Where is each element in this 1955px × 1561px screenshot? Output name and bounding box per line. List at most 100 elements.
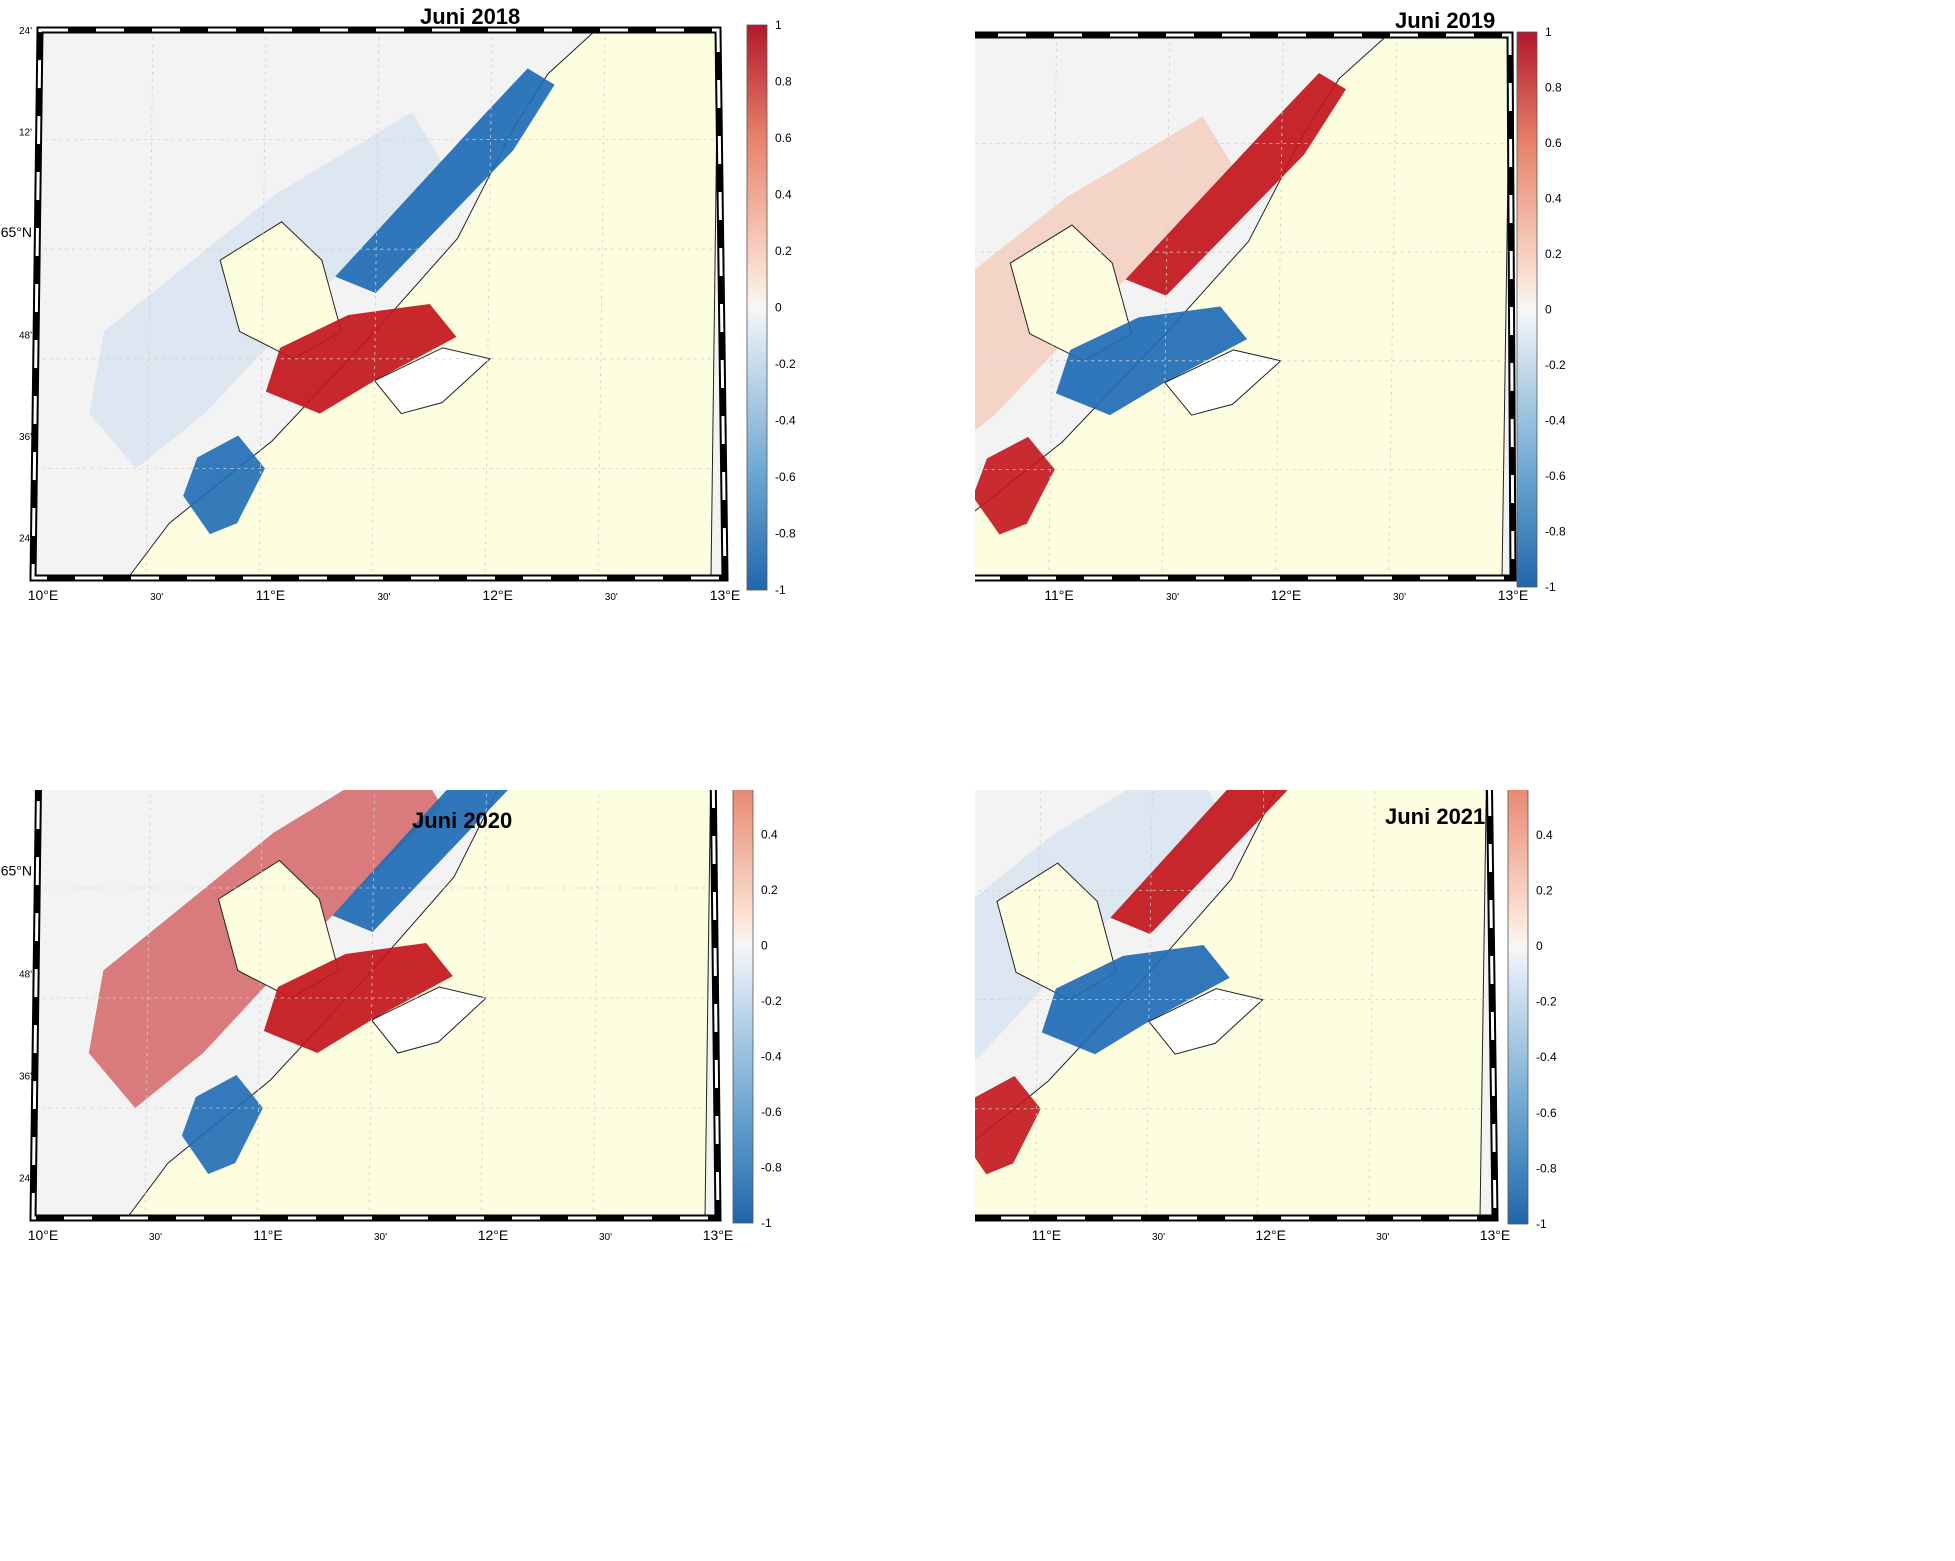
lat-label: 36' (19, 1071, 32, 1082)
lon-label: 13°E (1498, 587, 1529, 603)
lon-label: 11°E (1044, 587, 1073, 603)
map-frame-dash (31, 28, 727, 580)
map-panel-2019: Juni 2019 24'12'65°N48'36'24'10°E30'11°E… (791, 0, 1955, 770)
colorbar-tick-label: 0.4 (775, 188, 792, 202)
lon-label: 30' (150, 592, 163, 603)
lon-label: 30' (377, 592, 390, 603)
lon-label: 13°E (1480, 1227, 1511, 1243)
colorbar-tick-label: 0 (1545, 303, 1552, 317)
map-canvas: 24'12'65°N48'36'24'10°E30'11°E30'12°E30'… (781, 661, 1557, 1243)
colorbar-tick-label: 1 (1545, 25, 1552, 39)
lon-label: 11°E (256, 587, 285, 603)
panel-title: Juni 2019 (1395, 8, 1496, 33)
colorbar-tick-label: -0.8 (1545, 525, 1566, 539)
central-basin-anomaly (1041, 945, 1230, 1055)
map-panel-2018: Juni 2018 24' 12' 65°N 48' 36' 24' 10°E 30' 11°E… (0, 0, 975, 770)
colorbar-tick-label: -1 (1536, 1217, 1547, 1231)
lon-label: 13°E (703, 1227, 734, 1243)
lon-label: 10°E (28, 587, 59, 603)
lon-label: 12°E (1271, 587, 1302, 603)
colorbar-tick-label: -0.8 (761, 1161, 782, 1175)
meridian-gridline (371, 29, 380, 579)
lon-label: 30' (1393, 592, 1406, 603)
lon-label: 12°E (482, 587, 513, 603)
colorbar-tick-label: -0.4 (1545, 414, 1566, 428)
lake-outline (370, 986, 488, 1054)
south-coast-anomaly (183, 435, 265, 535)
meridian-gridline (145, 29, 154, 579)
lat-label: 65°N (1, 863, 32, 879)
lat-label: 48' (19, 330, 32, 341)
meridian-gridline (597, 29, 606, 579)
colorbar-tick-label: -0.2 (761, 994, 782, 1008)
map-panel-2021: Juni 2021 24'12'65°N48'36'24'10°E30'11°E… (781, 661, 1955, 1556)
colorbar-tick-label: 0.8 (1545, 81, 1562, 95)
lat-label: 24' (19, 533, 32, 544)
lat-label: 24' (19, 1173, 32, 1184)
map-canvas: 24'12'65°N48'36'24'10°E30'11°E30'12°E30'… (1, 661, 782, 1243)
colorbar-tick-label: -1 (775, 583, 786, 597)
south-coast-anomaly (181, 1075, 263, 1174)
colorbar-tick-label: 0.4 (761, 828, 778, 842)
colorbar-tick-label: -1 (761, 1216, 772, 1230)
lon-label: 13°E (710, 587, 741, 603)
lon-label: 30' (374, 1232, 387, 1243)
lake-outline (373, 347, 492, 415)
central-basin-anomaly (265, 304, 457, 414)
colorbar-tick-label: -1 (1545, 580, 1556, 594)
colorbar-tick-label: 0 (1536, 939, 1543, 953)
colorbar (1507, 667, 1529, 1225)
colorbar-tick-label: -0.4 (761, 1050, 782, 1064)
colorbar-tick-label: 0 (761, 939, 768, 953)
lat-label: 48' (19, 970, 32, 981)
meridian-gridline (258, 29, 267, 579)
panel-title: Juni 2021 (1385, 804, 1486, 829)
colorbar-tick-label: -0.4 (775, 414, 796, 428)
north-fjord-anomaly (335, 68, 555, 294)
colorbar-tick-label: -0.2 (1536, 995, 1557, 1009)
lon-label: 30' (1376, 1232, 1389, 1243)
colorbar-tick-label: -0.8 (775, 527, 796, 541)
lon-label: 30' (149, 1232, 162, 1243)
south-coast-anomaly (960, 1076, 1041, 1175)
colorbar-tick-label: -0.4 (1536, 1050, 1557, 1064)
colorbar-tick-label: 0.6 (1545, 136, 1562, 150)
colorbar-tick-label: 0.4 (1536, 828, 1553, 842)
lon-label: 30' (1152, 1232, 1165, 1243)
colorbar-tick-label: 0.2 (1545, 247, 1562, 261)
lat-label: 36' (19, 432, 32, 443)
lon-label: 30' (599, 1232, 612, 1243)
map-canvas: 24'12'65°N48'36'24'10°E30'11°E30'12°E30'… (791, 25, 1566, 603)
colorbar (732, 667, 754, 1224)
north-fjord-anomaly (1125, 73, 1346, 296)
colorbar-tick-label: 1 (775, 18, 782, 32)
lon-label: 12°E (1255, 1227, 1286, 1243)
lon-label: 30' (1166, 592, 1179, 603)
colorbar-tick-label: 0.8 (775, 75, 792, 89)
lon-label: 11°E (253, 1227, 282, 1243)
lat-label: 24' (19, 26, 32, 37)
colorbar-tick-label: -0.6 (1536, 1106, 1557, 1120)
colorbar-tick-label: -0.2 (775, 357, 796, 371)
colorbar (1516, 31, 1538, 588)
lake-outline (1148, 988, 1264, 1055)
colorbar-tick-label: 0.2 (761, 883, 778, 897)
lon-label: 10°E (28, 1227, 59, 1243)
central-basin-anomaly (1055, 306, 1248, 416)
colorbar-tick-label: 0.4 (1545, 192, 1562, 206)
colorbar-tick-label: 0 (775, 301, 782, 315)
colorbar-tick-label: -0.6 (1545, 469, 1566, 483)
colorbar-tick-label: -0.6 (775, 470, 796, 484)
lon-label: 11°E (1032, 1227, 1061, 1243)
colorbar-tick-label: 0.2 (1536, 883, 1553, 897)
lon-label: 30' (605, 592, 618, 603)
lat-label: 65°N (1, 224, 32, 240)
lat-label: 12' (19, 127, 32, 138)
colorbar-tick-label: -0.6 (761, 1105, 782, 1119)
map-canvas: 24' 12' 65°N 48' 36' 24' 10°E 30' 11°E 30' 12°E 30'… (1, 18, 796, 603)
lake-outline (1164, 349, 1282, 416)
colorbar-tick-label: -0.2 (1545, 358, 1566, 372)
lon-label: 12°E (478, 1227, 509, 1243)
panel-title: Juni 2018 (420, 4, 521, 29)
south-coast-anomaly (972, 436, 1055, 535)
